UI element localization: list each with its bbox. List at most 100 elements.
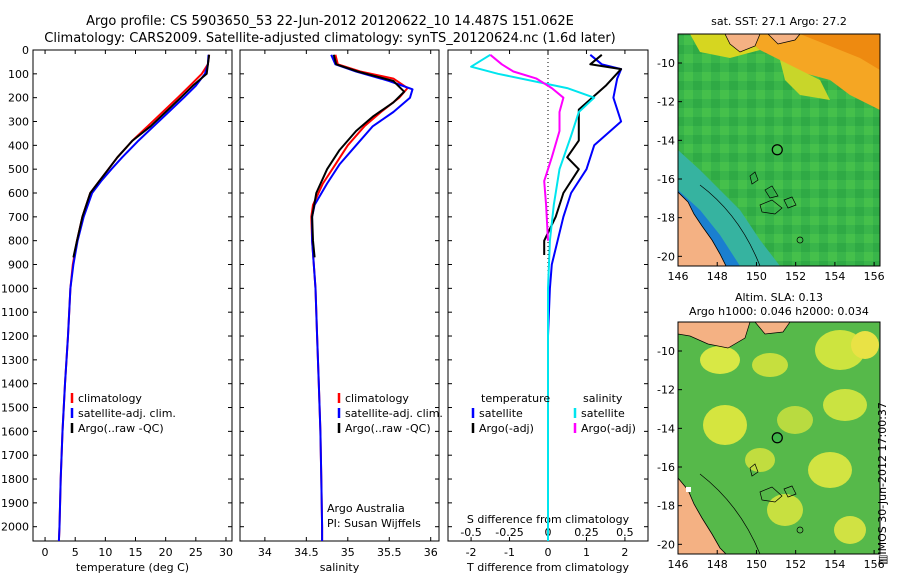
y-tick-label: 1900 [1, 497, 29, 510]
series-line [470, 53, 596, 541]
y-tick-label: 1800 [1, 473, 29, 486]
y-tick-label: 700 [8, 211, 29, 224]
s-tick-label: 0.25 [574, 526, 599, 539]
map-y-tick-label: -18 [657, 500, 675, 513]
y-tick-label: 2000 [1, 521, 29, 534]
map-y-tick-label: -20 [657, 538, 675, 551]
salinity-axes [239, 49, 440, 542]
series-line [72, 54, 211, 258]
legend-header-temp: temperature [481, 392, 550, 405]
legend-label: satellite-adj. clim. [345, 407, 443, 420]
x-tick-label: 0 [545, 546, 552, 559]
x-tick-label: 15 [129, 546, 143, 559]
legend-label: climatology [78, 392, 142, 405]
y-tick-label: 1700 [1, 449, 29, 462]
sst-map: sat. SST: 27.1 Argo: 27.2 146 148 150 152 15… [657, 15, 885, 283]
imos-timestamp-text: IMOS 30-Jun-2012 17:00:37 [876, 402, 889, 555]
x-axis-label: temperature (deg C) [76, 561, 189, 574]
y-tick-label: 1600 [1, 425, 29, 438]
map-y-tick-label: -12 [657, 384, 675, 397]
x-tick-label: 34 [258, 546, 272, 559]
x-tick-label: 0 [42, 546, 49, 559]
x-tick-label: 35.5 [377, 546, 402, 559]
series-line [489, 54, 565, 241]
map-x-tick-label: 148 [707, 558, 728, 571]
salinity-chart: 34 34.5 35 35.5 36 salinity climatology satelli… [240, 49, 443, 574]
figure-title-line2: Climatology: CARS2009. Satellite-adjuste… [44, 31, 616, 46]
x-tick-label: 5 [72, 546, 79, 559]
x-tick-label: 30 [219, 546, 233, 559]
sst-map-title: sat. SST: 27.1 Argo: 27.2 [711, 15, 847, 28]
temperature-chart: 0 5 10 15 20 25 300100200300400500600700800900… [1, 44, 233, 574]
map-x-tick-label: 146 [668, 270, 689, 283]
series-line [543, 54, 623, 255]
y-tick-label: 1500 [1, 402, 29, 415]
x-tick-label: -1 [504, 546, 515, 559]
s-tick-label: -0.25 [495, 526, 523, 539]
y-tick-label: 1100 [1, 306, 29, 319]
map-y-tick-label: -16 [657, 461, 675, 474]
credit-line2: PI: Susan Wijffels [327, 517, 421, 530]
legend-label: Argo(-adj) [581, 422, 636, 435]
y-tick-label: 600 [8, 187, 29, 200]
legend-label: climatology [345, 392, 409, 405]
y-tick-label: 300 [8, 116, 29, 129]
x-tick-label: 34.5 [294, 546, 319, 559]
y-tick-label: 800 [8, 235, 29, 248]
map-y-tick-label: -10 [657, 57, 675, 70]
map-x-tick-label: 156 [864, 270, 885, 283]
map-x-tick-label: 146 [668, 558, 689, 571]
x-tick-label: 20 [159, 546, 173, 559]
legend-header-sal: salinity [583, 392, 623, 405]
legend-label: satellite-adj. clim. [78, 407, 176, 420]
map-x-tick-label: 156 [864, 558, 885, 571]
sla-map: Altim. SLA: 0.13 Argo h1000: 0.046 h2000… [657, 291, 885, 571]
x-tick-label: 25 [189, 546, 203, 559]
imos-timestamp: ▥IMOS 30-Jun-2012 17:00:37 [876, 402, 889, 565]
map-y-tick-label: -18 [657, 212, 675, 225]
x-tick-label: 10 [98, 546, 112, 559]
sla-map-title-2: Argo h1000: 0.046 h2000: 0.034 [689, 305, 869, 318]
series-line [57, 54, 210, 542]
difference-chart: -2 -1 0 1 2-0.5 -0.25 0 0.25 0.5S difference fro… [448, 49, 648, 574]
s-tick-label: 0.5 [616, 526, 634, 539]
sla-map-title-1: Altim. SLA: 0.13 [735, 291, 823, 304]
x-axis-label: salinity [320, 561, 360, 574]
y-tick-label: 900 [8, 259, 29, 272]
x-tick-label: 1 [583, 546, 590, 559]
y-tick-label: 1400 [1, 378, 29, 391]
map-x-tick-label: 152 [785, 270, 806, 283]
y-tick-label: 1300 [1, 354, 29, 367]
legend-label: Argo(..raw -QC) [345, 422, 431, 435]
map-y-tick-label: -14 [657, 422, 675, 435]
legend-label: Argo(-adj) [479, 422, 534, 435]
y-tick-label: 400 [8, 139, 29, 152]
x-tick-label: 35 [341, 546, 355, 559]
legend-label: satellite [479, 407, 523, 420]
legend-label: Argo(..raw -QC) [78, 422, 164, 435]
x-tick-label: -2 [466, 546, 477, 559]
y-tick-label: 500 [8, 163, 29, 176]
map-x-tick-label: 150 [746, 270, 767, 283]
y-tick-label: 100 [8, 68, 29, 81]
temperature-axes [32, 49, 233, 542]
legend-label: satellite [581, 407, 625, 420]
map-x-tick-label: 150 [746, 558, 767, 571]
map-y-tick-label: -14 [657, 134, 675, 147]
float-position-marker [771, 144, 783, 156]
x-axis-label: T difference from climatology [466, 561, 629, 574]
series-line [57, 54, 211, 542]
x-tick-label: 2 [621, 546, 628, 559]
series-line [311, 54, 414, 541]
imos-logo-icon: ▥ [876, 554, 889, 565]
map-y-tick-label: -12 [657, 96, 675, 109]
map-x-tick-label: 154 [824, 270, 845, 283]
y-tick-label: 1200 [1, 330, 29, 343]
s-tick-label: -0.5 [460, 526, 481, 539]
figure-title-line1: Argo profile: CS 5903650_53 22-Jun-2012 … [86, 14, 574, 29]
y-tick-label: 200 [8, 92, 29, 105]
map-y-tick-label: -16 [657, 173, 675, 186]
map-y-tick-label: -20 [657, 250, 675, 263]
y-tick-label: 1000 [1, 282, 29, 295]
